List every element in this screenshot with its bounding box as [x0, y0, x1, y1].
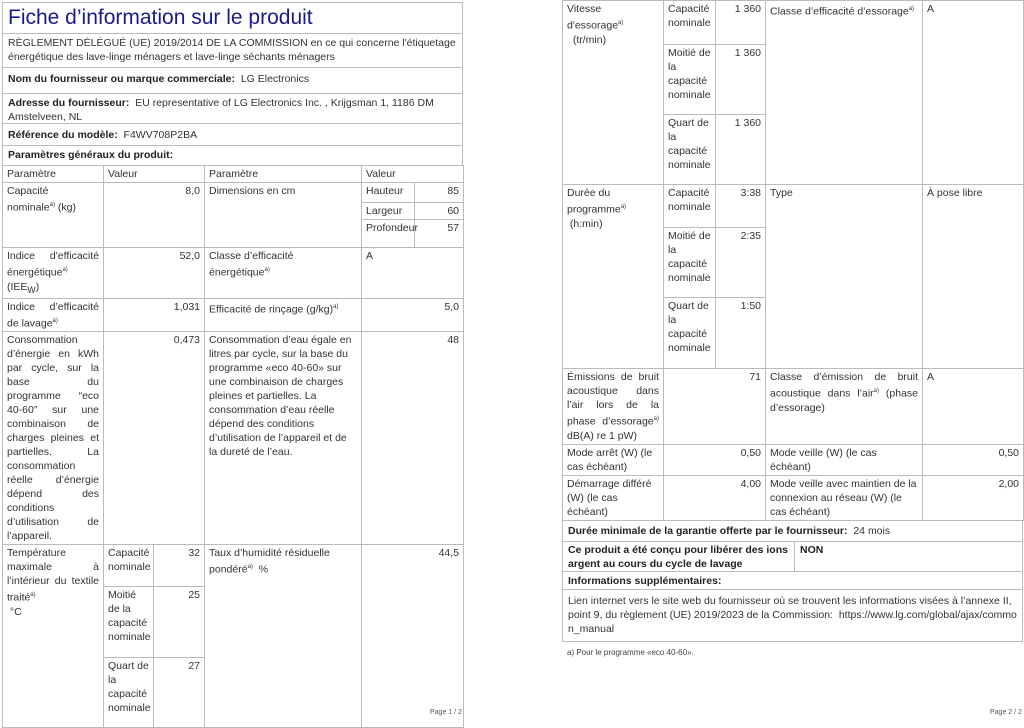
spin-sub-value: 1 360: [715, 0, 766, 45]
temp-label: Température maximale à l’intérieur du te…: [2, 544, 104, 728]
page-2: Vitesse d'essoragea) (tr/min) Capacité n…: [562, 0, 1024, 664]
silver-ions-row: Ce produit a été conçu pour libérer des …: [563, 541, 1022, 572]
duration-sub-value: 3:38: [715, 184, 766, 228]
warranty-row: Durée minimale de la garantie offerte pa…: [563, 521, 1022, 542]
manual-link[interactable]: https://www.lg.com/global/ajax/common_ma…: [568, 608, 1017, 635]
page-number: Page 1 / 2: [430, 709, 462, 716]
type-label: Type: [765, 184, 923, 369]
duration-sub-label: Capacité nominale: [663, 184, 716, 228]
height-label: Hauteur: [361, 182, 416, 203]
spin-sub-label: Capacité nominale: [663, 0, 716, 45]
spin-sub-value: 1 360: [715, 44, 766, 115]
page-1: Fiche d’information sur le produit RÈGLE…: [2, 2, 465, 728]
temp-sub-label: Moitié de la capacité nominale: [103, 586, 154, 659]
duration-sub-value: 2:35: [715, 227, 766, 298]
temp-sub-label: Capacité nominale: [103, 544, 154, 588]
footnote: a) Pour le programme «eco 40-60».: [567, 647, 694, 657]
regulation-text: RÈGLEMENT DÉLÉGUÉ (UE) 2019/2014 DE LA C…: [3, 34, 462, 68]
iee-label: Indice d'efficacité énergétiquea) (IEEW): [2, 247, 104, 299]
energy-class-label: Classe d’efficacité énergétiquea): [204, 247, 363, 299]
noise-class-value: A: [922, 368, 1024, 445]
height-value: 85: [414, 182, 465, 203]
depth-label: Profondeur: [361, 219, 418, 248]
duration-sub-label: Moitié de la capacité nominale: [663, 227, 716, 298]
rinse-label: Efficacité de rinçage (g/kg)a): [204, 297, 363, 333]
off-mode-value: 0,50: [663, 443, 766, 476]
humidity-value: 44,5: [361, 544, 465, 728]
address-row: Adresse du fournisseur: EU representativ…: [3, 94, 462, 124]
params-table-1: Paramètre Valeur Paramètre Valeur Capacité …: [2, 165, 465, 728]
params-heading: Paramètres généraux du produit:: [8, 149, 174, 161]
humidity-label: Taux d’humidité résiduelle pondéréa) %: [204, 544, 363, 728]
network-standby-label: Mode veille avec maintien de la connexio…: [765, 474, 923, 521]
temp-sub-value: 32: [152, 544, 206, 588]
silver-ions-value: NON: [800, 543, 824, 556]
rinse-value: 5,0: [361, 297, 465, 333]
water-label: Consommation d’eau égale en litres par c…: [204, 331, 363, 546]
spin-label: Vitesse d'essoragea) (tr/min): [562, 0, 664, 185]
energy-label: Consommation d’énergie en kWh par cycle,…: [2, 331, 104, 546]
noise-class-label: Classe d’émission de bruit acoustique da…: [765, 368, 923, 445]
width-value: 60: [414, 202, 465, 220]
temp-sub-value: 27: [152, 657, 206, 728]
duration-sub-label: Quart de la capacité nominale: [663, 297, 716, 369]
spin-sub-label: Moitié de la capacité nominale: [663, 44, 716, 115]
spin-sub-label: Quart de la capacité nominale: [663, 114, 716, 185]
delay-start-label: Démarrage différé (W) (le cas échéant): [562, 474, 664, 521]
page-number: Page 2 / 2: [990, 709, 1022, 716]
standby-label: Mode veille (W) (le cas échéant): [765, 443, 923, 476]
iee-value: 52,0: [102, 247, 206, 299]
spin-sub-value: 1 360: [715, 114, 766, 185]
params-table-2: Vitesse d'essoragea) (tr/min) Capacité n…: [562, 0, 1024, 521]
model-row: Référence du modèle: F4WV708P2BA: [3, 124, 462, 146]
type-value: À pose libre: [922, 184, 1024, 369]
water-value: 48: [361, 331, 465, 546]
standby-value: 0,50: [922, 443, 1024, 476]
energy-value: 0,473: [102, 331, 206, 546]
off-mode-label: Mode arrêt (W) (le cas échéant): [562, 443, 664, 476]
noise-label: Émissions de bruit acoustique dans l’air…: [562, 368, 664, 445]
info-heading: Informations supplémentaires:: [563, 572, 1022, 590]
duration-sub-value: 1:50: [715, 297, 766, 369]
width-label: Largeur: [361, 202, 416, 220]
header-cell: Valeur: [102, 165, 206, 183]
page-title: Fiche d’information sur le produit: [3, 3, 462, 34]
capacity-value: 8,0: [102, 182, 206, 248]
dimensions-label: Dimensions en cm: [204, 182, 363, 248]
wash-value: 1,031: [102, 297, 206, 333]
header-cell: Valeur: [361, 165, 465, 183]
duration-label: Durée du programmea) (h:min): [562, 184, 664, 369]
wash-label: Indice d’efficacité de lavagea): [2, 297, 104, 333]
temp-sub-value: 25: [152, 586, 206, 659]
spin-class-label: Classe d’efficacité d’essoragea): [765, 0, 923, 185]
noise-value: 71: [663, 368, 766, 445]
capacity-label: Capacité nominalea) (kg): [2, 182, 104, 248]
temp-sub-label: Quart de la capacité nominale: [103, 657, 154, 728]
spin-class-value: A: [922, 0, 1024, 185]
network-standby-value: 2,00: [922, 474, 1024, 521]
depth-value: 57: [414, 219, 465, 248]
supplier-row: Nom du fournisseur ou marque commerciale…: [3, 68, 462, 94]
energy-class-value: A: [361, 247, 465, 299]
delay-start-value: 4,00: [663, 474, 766, 521]
header-cell: Paramètre: [204, 165, 363, 183]
link-row: Lien internet vers le site web du fourni…: [563, 590, 1022, 642]
header-cell: Paramètre: [2, 165, 104, 183]
